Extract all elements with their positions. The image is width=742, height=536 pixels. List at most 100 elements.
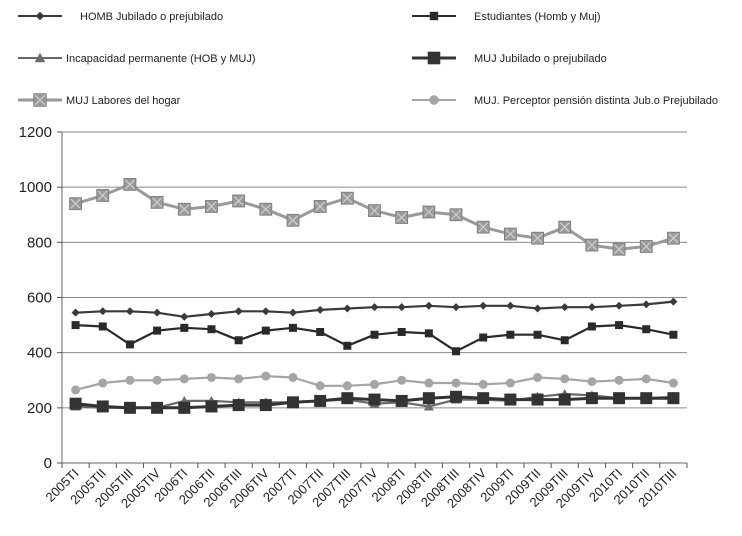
data-point [397, 303, 406, 312]
legend-entry: MUJ Jubilado o prejubilado [412, 51, 607, 65]
data-point [477, 392, 490, 405]
data-point [506, 301, 515, 310]
data-point [341, 392, 354, 405]
legend-marker [427, 51, 441, 65]
data-point [314, 394, 327, 407]
data-point [123, 178, 137, 191]
data-point [340, 191, 354, 205]
data-point [205, 400, 218, 413]
legend-entry: HOMB Jubilado o prejubilado [18, 11, 223, 23]
y-tick-label: 1200 [19, 124, 52, 141]
data-point [205, 200, 218, 213]
series-2 [71, 321, 678, 356]
data-point [667, 392, 680, 405]
data-point [422, 392, 435, 405]
data-point [316, 327, 325, 336]
data-point [423, 401, 434, 411]
data-point [177, 202, 191, 216]
legend-marker [429, 95, 439, 105]
data-point [640, 392, 653, 405]
data-point [232, 194, 246, 208]
data-point [71, 385, 81, 395]
series-1 [71, 297, 678, 321]
data-point [504, 393, 517, 406]
data-point [424, 301, 433, 310]
data-point [234, 307, 243, 316]
y-tick-label: 600 [27, 290, 52, 307]
data-point [614, 375, 624, 385]
data-point [71, 321, 80, 330]
data-point [449, 208, 463, 222]
legend-label: Estudiantes (Homb y Muj) [474, 11, 601, 23]
series-group [69, 178, 680, 414]
data-point [368, 393, 381, 406]
legend-marker [33, 93, 47, 107]
data-point [452, 347, 461, 356]
data-point [615, 321, 624, 330]
data-point [98, 378, 108, 388]
data-point [370, 379, 379, 389]
data-point [261, 371, 271, 381]
data-point [641, 374, 651, 384]
data-point [153, 308, 162, 317]
data-point [206, 372, 216, 382]
data-point [207, 325, 216, 334]
data-point [125, 307, 134, 316]
data-point [179, 374, 189, 384]
data-point [397, 375, 407, 385]
data-point [261, 307, 270, 316]
data-point [123, 401, 136, 414]
data-point [395, 211, 409, 224]
legend-entry: Estudiantes (Homb y Muj) [412, 11, 601, 23]
data-point [639, 240, 653, 253]
data-point [286, 396, 299, 409]
data-point [397, 327, 406, 336]
data-point [478, 379, 488, 389]
data-point [560, 374, 570, 384]
data-point [343, 341, 352, 350]
data-point [450, 390, 463, 403]
legend-label: MUJ Jubilado o prejubilado [474, 53, 607, 65]
data-point [560, 336, 569, 345]
data-point [531, 231, 544, 245]
data-point [207, 310, 216, 319]
data-point [533, 304, 542, 313]
data-point [153, 326, 162, 335]
data-point [558, 393, 571, 406]
data-point [667, 231, 680, 245]
data-point [395, 394, 408, 407]
data-point [669, 297, 678, 306]
data-point [234, 374, 244, 384]
data-point [368, 204, 381, 218]
data-point [288, 372, 298, 382]
legend-marker [34, 52, 46, 63]
data-point [125, 340, 134, 349]
data-point [342, 381, 352, 391]
data-point [96, 189, 110, 202]
data-point [451, 378, 461, 388]
y-tick-label: 200 [27, 400, 52, 417]
data-point [642, 300, 651, 309]
legend-marker [35, 11, 45, 21]
data-point [96, 400, 109, 413]
data-point [98, 307, 107, 316]
data-point [558, 220, 572, 234]
data-point [505, 378, 515, 388]
data-point [234, 336, 243, 345]
legend-marker [429, 11, 439, 21]
data-point [422, 205, 436, 219]
x-axis-ticks: 2005TI2005TII2005TIII2005TIV2006TI2006TI… [42, 463, 688, 511]
y-axis-ticks: 0 200 400 600 800 1000 1200 [19, 124, 62, 472]
data-point [669, 330, 678, 339]
data-point [178, 401, 191, 414]
legend-entry: MUJ Labores del hogar [18, 93, 181, 107]
y-tick-label: 800 [27, 234, 52, 251]
legend-entry: MUJ. Perceptor pensión distinta Jub.o Pr… [412, 95, 718, 107]
data-point [615, 301, 624, 310]
data-point [424, 329, 433, 338]
data-point [531, 393, 544, 406]
data-point [71, 308, 80, 317]
series-6 [71, 371, 678, 395]
y-tick-label: 400 [27, 345, 52, 362]
